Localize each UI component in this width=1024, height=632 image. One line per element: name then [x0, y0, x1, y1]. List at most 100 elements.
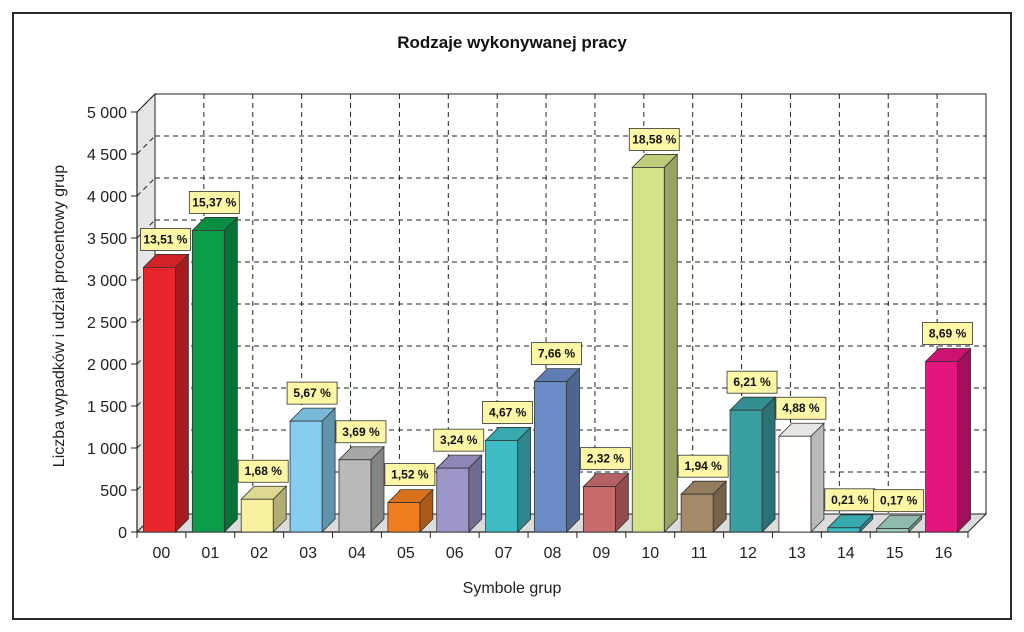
bar-13	[777, 422, 825, 533]
bar-front	[876, 528, 910, 533]
data-label-box	[335, 420, 387, 444]
bar-front	[191, 230, 225, 533]
y-tick-label: 5 000	[87, 105, 127, 122]
chart-title: Rodzaje wykonywanej pracy	[397, 33, 627, 52]
bar-side	[370, 445, 385, 533]
bar-front	[387, 502, 421, 533]
data-label-box	[384, 463, 436, 487]
bar-15	[875, 514, 923, 533]
chart-border	[12, 12, 1012, 620]
bar-front	[485, 440, 519, 533]
bar-front	[925, 361, 958, 533]
bar-10	[631, 153, 679, 533]
y-tick-label: 3 500	[87, 231, 127, 248]
bar-side	[223, 216, 238, 533]
y-tick-label: 1 000	[87, 441, 127, 458]
data-label-box	[579, 447, 631, 471]
data-label-box	[140, 227, 191, 251]
y-tick-label: 500	[100, 483, 127, 500]
y-tick-label: 3 000	[87, 273, 127, 290]
bar-front	[436, 467, 470, 533]
x-tick-label: 12	[739, 545, 757, 562]
data-label: 1,52 %	[391, 468, 429, 482]
data-label: 4,88 %	[782, 401, 820, 415]
bar-front	[827, 527, 861, 533]
x-tick-label: 16	[935, 545, 953, 562]
bar-side	[663, 153, 678, 533]
bar-side	[957, 347, 971, 533]
x-tick-label: 09	[592, 545, 610, 562]
data-label-box	[237, 459, 289, 483]
bar-07	[484, 426, 532, 533]
data-label: 4,67 %	[489, 405, 527, 419]
x-tick-label: 00	[153, 545, 171, 562]
data-label-box	[922, 322, 973, 345]
bar-side	[321, 407, 336, 533]
bar-03	[289, 407, 337, 533]
bar-front	[729, 409, 763, 533]
y-tick-label: 4 500	[87, 147, 127, 164]
x-tick-label: 08	[544, 545, 562, 562]
bar-11	[680, 480, 728, 533]
bar-09	[582, 472, 630, 533]
x-tick-label: 15	[886, 545, 904, 562]
data-label-box	[482, 401, 534, 424]
bar-front	[289, 420, 323, 533]
grid-line-diag	[136, 135, 156, 155]
data-label: 1,94 %	[684, 459, 722, 473]
data-label: 8,69 %	[929, 326, 967, 340]
x-tick-label: 04	[348, 545, 366, 562]
data-label-box	[775, 396, 827, 420]
data-label: 0,17 %	[880, 494, 918, 508]
bar-01	[191, 216, 239, 533]
x-tick-label: 13	[788, 545, 806, 562]
bar-front	[631, 167, 665, 533]
data-label: 6,21 %	[733, 375, 771, 389]
y-tick-label: 4 000	[87, 189, 127, 206]
grid-line-diag	[136, 177, 156, 197]
data-label: 0,21 %	[831, 493, 869, 507]
data-label-box	[677, 454, 729, 478]
bar-front	[338, 459, 372, 533]
bar-side	[517, 426, 532, 533]
bar-12	[729, 396, 776, 533]
bar-front	[534, 381, 567, 533]
data-label: 3,24 %	[440, 433, 478, 447]
data-label: 5,67 %	[293, 386, 331, 400]
data-label-box	[873, 489, 925, 513]
bar-14	[826, 513, 874, 533]
x-tick-label: 10	[641, 545, 659, 562]
data-label-box	[628, 128, 680, 151]
x-tick-label: 11	[691, 545, 708, 562]
data-label-box	[433, 428, 485, 452]
bar-front	[778, 435, 812, 533]
data-label-box	[531, 342, 582, 366]
bar-08	[533, 367, 581, 533]
x-tick-label: 07	[495, 545, 513, 562]
data-label-box	[188, 191, 240, 214]
y-tick-label: 0	[118, 525, 127, 542]
x-axis-label: Symbole grup	[462, 580, 562, 597]
data-label-box	[726, 370, 778, 394]
bar-side	[810, 422, 825, 533]
x-tick-label: 14	[837, 545, 855, 562]
bar-front	[240, 498, 274, 533]
bar-05	[386, 488, 434, 533]
bar-02	[240, 485, 288, 533]
data-label: 1,68 %	[245, 464, 283, 478]
x-tick-label: 05	[397, 545, 415, 562]
bar-16	[924, 347, 972, 533]
bar-front	[582, 486, 616, 533]
bar-06	[435, 454, 483, 533]
x-tick-label: 03	[299, 545, 317, 562]
y-tick-label: 2 500	[87, 315, 127, 332]
bar-front	[680, 493, 714, 533]
data-label: 7,66 %	[538, 347, 576, 361]
data-label: 15,37 %	[192, 195, 236, 209]
grid-line-diag	[136, 93, 156, 113]
data-label: 2,32 %	[587, 452, 625, 466]
bar-04	[338, 445, 385, 533]
data-label: 13,51 %	[143, 232, 187, 246]
